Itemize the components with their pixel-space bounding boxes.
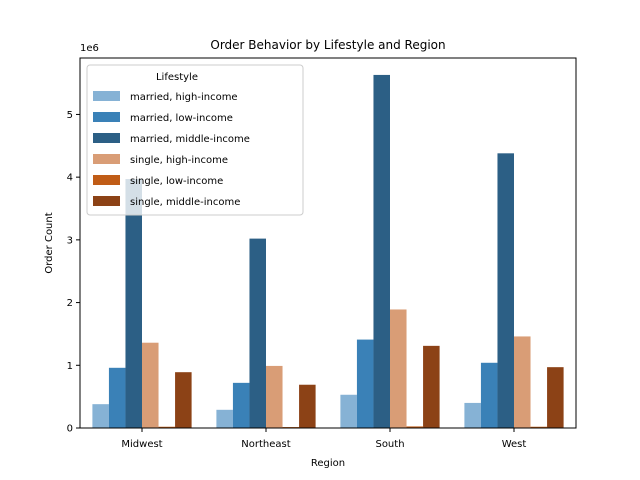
legend-label: single, low-income <box>130 176 223 187</box>
y-tick-label: 4 <box>67 173 73 184</box>
bar <box>390 309 407 428</box>
y-axis-label: Order Count <box>44 212 55 273</box>
x-axis: Midwest Northeast South West <box>121 428 526 450</box>
legend-label: married, middle-income <box>130 134 250 145</box>
legend-swatch <box>93 133 120 143</box>
bar <box>514 336 531 428</box>
bar <box>340 394 357 428</box>
bar <box>142 342 159 428</box>
bar <box>216 409 233 428</box>
bar <box>266 365 283 428</box>
bar <box>299 384 316 428</box>
bars <box>92 74 564 429</box>
bar <box>232 382 250 428</box>
bar <box>158 426 176 428</box>
bar <box>175 372 192 428</box>
legend-label: married, high-income <box>130 92 238 103</box>
y-axis: 0 1 2 3 4 5 <box>67 110 80 435</box>
x-axis-label: Region <box>311 458 345 469</box>
x-tick-label: Midwest <box>121 439 162 450</box>
bar <box>497 153 514 428</box>
legend-label: married, low-income <box>130 113 233 124</box>
x-tick-label: Northeast <box>241 439 290 450</box>
legend-swatch <box>93 175 120 185</box>
chart-title: Order Behavior by Lifestyle and Region <box>210 38 445 52</box>
y-tick-label: 1 <box>67 361 73 372</box>
plot-frame <box>79 57 577 429</box>
bar <box>530 426 548 428</box>
legend-swatch <box>93 112 120 122</box>
bar <box>480 362 498 428</box>
bar <box>125 179 142 428</box>
legend-swatch <box>93 196 120 206</box>
legend-label: single, middle-income <box>130 197 240 208</box>
x-tick-label: West <box>502 439 527 450</box>
y-tick-label: 3 <box>67 235 73 246</box>
bar <box>108 367 126 428</box>
bar <box>464 402 481 428</box>
y-tick-label: 2 <box>67 298 73 309</box>
x-tick-label: South <box>375 439 404 450</box>
y-tick-label: 5 <box>67 110 73 121</box>
legend-title: Lifestyle <box>156 72 198 83</box>
bar <box>356 339 374 428</box>
bar <box>373 74 390 429</box>
legend-swatch <box>93 154 120 164</box>
bar <box>249 238 266 428</box>
legend-label: single, high-income <box>130 155 228 166</box>
y-tick-label: 0 <box>67 424 73 435</box>
bar <box>547 367 564 428</box>
bar <box>423 345 440 428</box>
y-multiplier-label: 1e6 <box>80 43 99 54</box>
legend-swatch <box>93 91 120 101</box>
legend-box <box>86 64 304 216</box>
legend: Lifestyle married, high-income married, lo… <box>86 64 304 216</box>
bar <box>406 426 424 428</box>
bar <box>92 404 109 428</box>
